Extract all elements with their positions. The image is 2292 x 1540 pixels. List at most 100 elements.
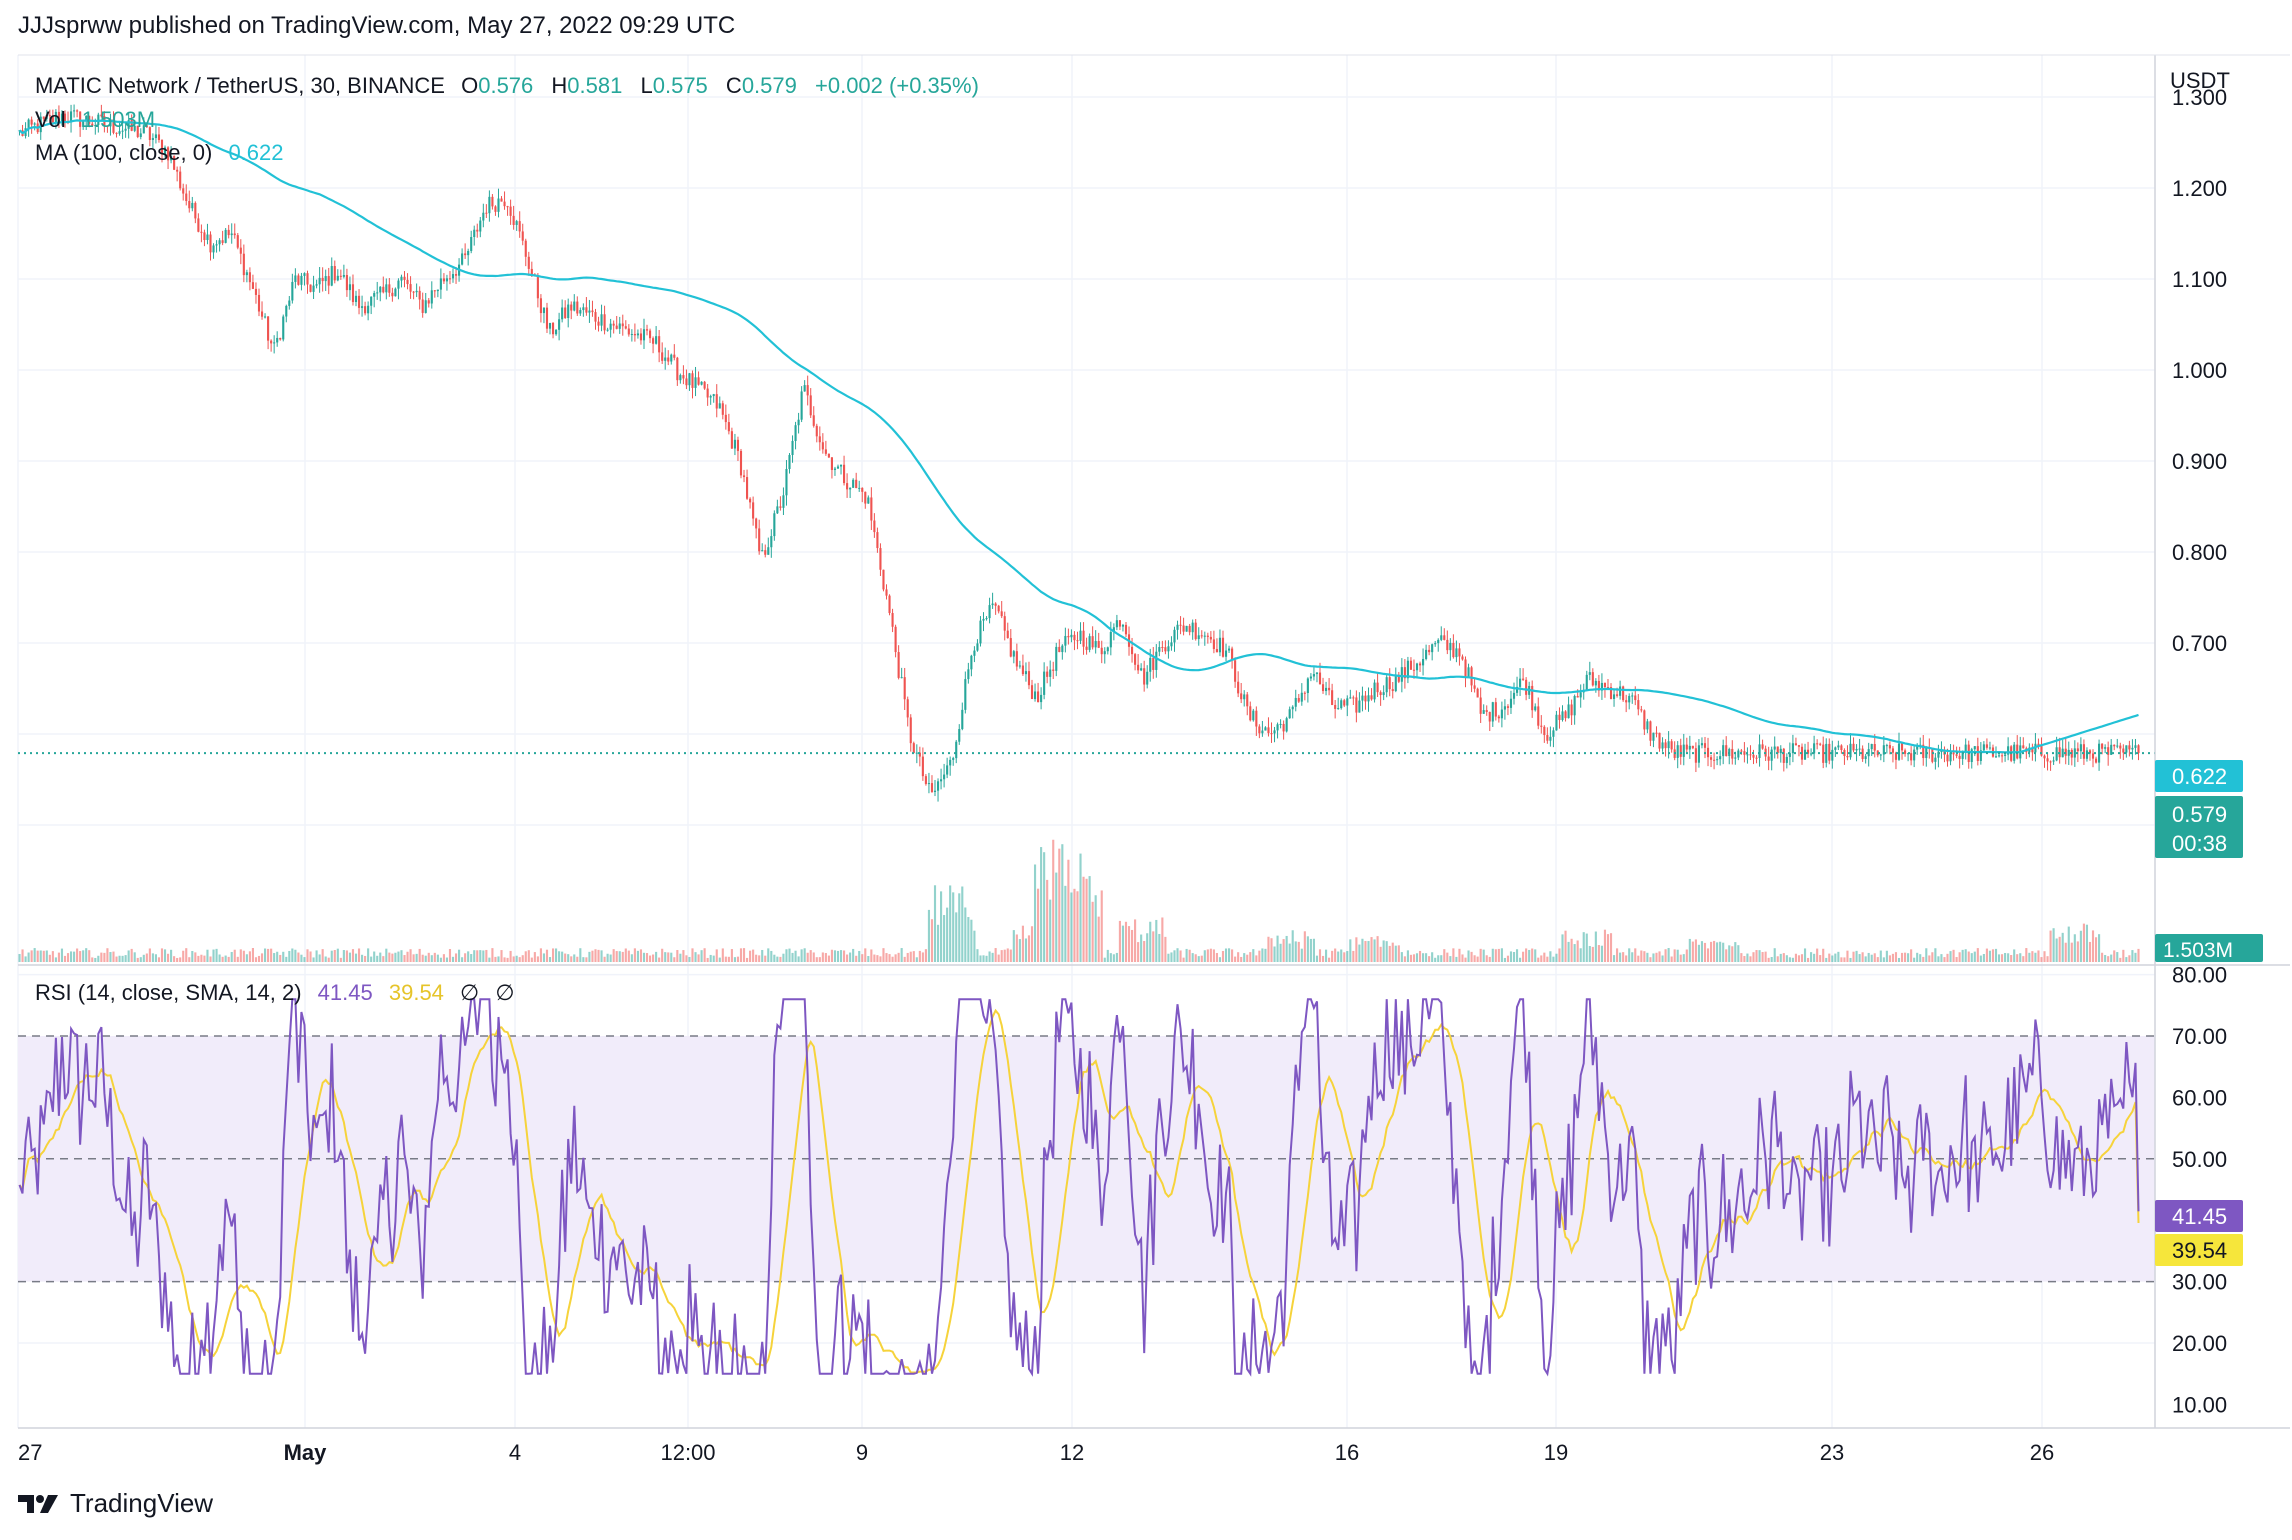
volume-bar xyxy=(921,952,924,962)
volume-bar xyxy=(251,948,254,962)
candle-body xyxy=(1449,642,1452,651)
candle-body xyxy=(1270,733,1273,735)
tradingview-logo[interactable]: TradingView xyxy=(18,1488,213,1519)
volume-bar xyxy=(1003,949,1006,962)
volume-bar xyxy=(806,952,809,962)
volume-bar xyxy=(1167,953,1170,962)
candle-body xyxy=(127,120,130,129)
volume-bar xyxy=(188,957,191,962)
volume-bar xyxy=(376,955,379,962)
volume-bar xyxy=(521,955,524,962)
candle-body xyxy=(1779,748,1782,754)
volume-bar xyxy=(273,953,276,962)
volume-bar xyxy=(97,955,100,962)
volume-bar xyxy=(648,955,652,962)
candle-body xyxy=(297,275,300,285)
time-axis[interactable]: 27 May 4 12:00 9 12 16 19 23 26 xyxy=(18,1440,2054,1465)
candle-body xyxy=(479,220,482,232)
candle-body xyxy=(776,506,779,514)
candle-body xyxy=(1161,647,1164,649)
volume-bar xyxy=(218,954,221,962)
volume-bar xyxy=(1118,920,1121,962)
volume-bar xyxy=(409,949,412,962)
volume-bar xyxy=(1422,953,1425,962)
volume-bar xyxy=(1803,948,1807,962)
candle-body xyxy=(1231,648,1234,661)
volume-bar xyxy=(958,893,961,962)
candle-body xyxy=(215,244,218,246)
volume-bar xyxy=(964,907,967,962)
volume-bar xyxy=(1073,888,1076,962)
volume-bar xyxy=(2001,954,2004,962)
candle-body xyxy=(406,279,409,285)
volume-bar xyxy=(2091,930,2095,962)
volume-bar xyxy=(1285,935,1288,962)
candle-body xyxy=(1046,671,1049,677)
volume-bar xyxy=(1252,949,1255,962)
volume-bar xyxy=(1358,944,1361,962)
candle-body xyxy=(982,618,985,621)
candle-body xyxy=(1706,747,1710,758)
candle-body xyxy=(1546,735,1549,741)
candle-body xyxy=(2088,750,2092,754)
candle-body xyxy=(1767,756,1770,761)
price-axis[interactable]: USDT 1.300 1.200 1.100 1.000 0.900 0.800 0.700… xyxy=(2170,68,2230,838)
volume-bar xyxy=(1843,957,1846,962)
candle-body xyxy=(1776,746,1779,754)
volume-bar xyxy=(524,951,527,962)
volume-bar xyxy=(494,956,497,962)
volume-bar xyxy=(1561,934,1564,962)
candle-body xyxy=(794,425,797,441)
candle-body xyxy=(967,669,970,680)
candle-body xyxy=(1985,744,1988,748)
volume-bar xyxy=(76,948,79,962)
volume-bar xyxy=(658,957,661,962)
candle-body xyxy=(558,319,561,330)
candle-body xyxy=(921,756,924,777)
candle-body xyxy=(515,221,518,225)
candle-body xyxy=(1997,755,2001,757)
volume-bar xyxy=(1837,951,1840,962)
volume-bar xyxy=(1434,957,1437,962)
volume-bar xyxy=(2061,932,2064,962)
volume-bar xyxy=(1522,951,1525,962)
volume-bar xyxy=(876,955,879,962)
volume-bar xyxy=(1558,948,1561,962)
volume-bar xyxy=(403,955,406,962)
price-tick-label: 0.800 xyxy=(2172,540,2227,565)
volume-bar xyxy=(27,952,30,962)
volume-bar xyxy=(1985,948,1988,962)
volume-bar xyxy=(1255,955,1258,962)
rsi-axis[interactable]: 80.00 70.00 60.00 50.00 30.00 20.00 10.00 xyxy=(2172,963,2227,1418)
volume-bar xyxy=(1919,954,1922,962)
volume-bar xyxy=(1085,878,1088,962)
candle-body xyxy=(521,231,524,241)
volume-bar xyxy=(967,917,970,962)
volume-bar xyxy=(1500,948,1503,962)
volume-bar xyxy=(294,949,297,962)
rsi-tick-label: 50.00 xyxy=(2172,1147,2227,1172)
volume-bar xyxy=(1373,939,1376,962)
volume-bar xyxy=(600,950,603,962)
candle-body xyxy=(1103,651,1106,655)
volume-bar xyxy=(1749,956,1752,962)
candle-body xyxy=(1803,749,1807,760)
candle-body xyxy=(1600,682,1603,691)
volume-bar xyxy=(1188,949,1191,962)
volume-bar xyxy=(655,951,658,962)
volume-bar xyxy=(485,949,488,962)
candle-body xyxy=(1106,647,1109,652)
time-tick-label: 23 xyxy=(1820,1440,1844,1465)
volume-bar xyxy=(66,953,70,962)
candle-body xyxy=(1337,708,1340,710)
volume-bar xyxy=(1570,938,1573,962)
volume-bar xyxy=(1400,952,1403,962)
legend: MATIC Network / TetherUS, 30, BINANCE O0… xyxy=(35,73,979,1005)
volume-bar xyxy=(1576,940,1579,962)
candle-body xyxy=(1558,714,1561,721)
candle-body xyxy=(342,275,345,277)
candle-body xyxy=(2037,743,2040,746)
volume-bar xyxy=(551,948,555,962)
candle-body xyxy=(1652,732,1655,741)
